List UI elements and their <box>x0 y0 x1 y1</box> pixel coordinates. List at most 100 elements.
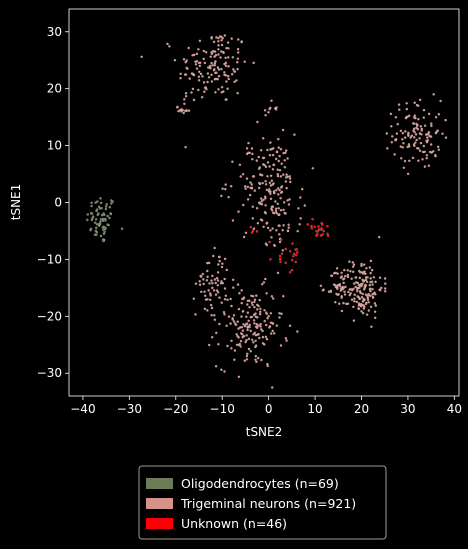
data-point <box>230 347 233 350</box>
data-point <box>250 147 254 150</box>
data-point <box>428 150 432 154</box>
data-point <box>279 186 283 189</box>
data-point <box>283 159 286 162</box>
data-point <box>415 103 419 107</box>
data-point <box>218 259 221 263</box>
data-point <box>264 183 268 186</box>
data-point <box>399 129 403 133</box>
data-point <box>401 131 405 135</box>
data-point <box>195 59 199 63</box>
data-point <box>209 292 212 295</box>
data-point <box>349 269 352 273</box>
data-point <box>418 149 422 153</box>
data-point <box>260 328 263 331</box>
data-point <box>229 322 232 325</box>
data-point <box>358 283 361 287</box>
data-point <box>256 120 259 124</box>
data-point <box>236 60 239 64</box>
data-point <box>252 333 255 336</box>
data-point <box>223 370 226 373</box>
data-point <box>207 76 211 79</box>
data-point <box>261 156 265 160</box>
data-point <box>233 349 237 352</box>
legend-label: Oligodendrocytes (n=69) <box>181 476 339 491</box>
data-point <box>362 307 366 310</box>
data-point <box>275 211 279 215</box>
data-point <box>285 173 288 176</box>
data-point <box>111 200 114 203</box>
data-point <box>217 53 220 56</box>
data-point <box>330 274 333 277</box>
data-point <box>355 300 359 304</box>
data-point <box>246 303 249 306</box>
data-point <box>262 281 266 284</box>
data-point <box>273 244 277 247</box>
data-point <box>444 136 448 139</box>
data-point <box>425 156 428 160</box>
data-point <box>282 294 285 298</box>
data-point <box>251 217 255 220</box>
data-point <box>334 285 338 289</box>
data-point <box>371 295 375 299</box>
data-point <box>421 150 425 154</box>
y-tick-label: −30 <box>37 366 62 380</box>
data-point <box>236 320 239 323</box>
data-point <box>258 202 262 205</box>
data-point <box>101 226 105 229</box>
data-point <box>191 72 195 76</box>
data-point <box>275 150 279 153</box>
data-point <box>230 37 233 40</box>
data-point <box>252 61 255 65</box>
data-point <box>418 98 422 102</box>
data-point <box>364 302 368 306</box>
series-1-points <box>140 34 448 389</box>
data-point <box>247 319 250 323</box>
data-point <box>183 98 186 101</box>
data-point <box>360 310 363 313</box>
data-point <box>245 315 248 318</box>
data-point <box>411 156 415 160</box>
data-point <box>230 72 234 76</box>
data-point <box>201 75 204 78</box>
data-point <box>340 296 343 299</box>
data-point <box>249 349 252 353</box>
data-point <box>428 134 431 138</box>
data-point <box>274 200 277 203</box>
data-point <box>281 228 284 232</box>
data-point <box>285 339 288 342</box>
data-point <box>184 94 188 98</box>
data-point <box>224 294 228 297</box>
data-point <box>268 153 272 157</box>
data-point <box>224 64 228 68</box>
data-point <box>278 188 281 192</box>
data-point <box>285 186 288 190</box>
data-point <box>212 68 216 72</box>
data-point <box>192 98 196 102</box>
data-point <box>289 249 292 253</box>
data-point <box>260 174 264 177</box>
data-point <box>226 298 229 302</box>
data-point <box>282 173 285 176</box>
data-point <box>197 79 201 82</box>
data-point <box>241 329 245 332</box>
data-point <box>284 176 288 179</box>
data-point <box>269 106 272 110</box>
data-point <box>90 201 93 205</box>
data-point <box>255 360 258 364</box>
data-point <box>408 159 411 163</box>
data-point <box>436 129 439 132</box>
data-point <box>202 81 206 84</box>
data-point <box>236 67 239 71</box>
data-point <box>278 257 282 261</box>
data-point <box>251 303 254 307</box>
data-point <box>403 159 407 163</box>
data-point <box>227 65 230 68</box>
data-point <box>348 260 351 263</box>
data-point <box>214 91 217 94</box>
data-point <box>191 87 195 91</box>
data-point <box>185 66 188 70</box>
data-point <box>310 224 313 228</box>
data-point <box>405 102 408 105</box>
data-point <box>374 304 378 307</box>
data-point <box>254 358 257 361</box>
